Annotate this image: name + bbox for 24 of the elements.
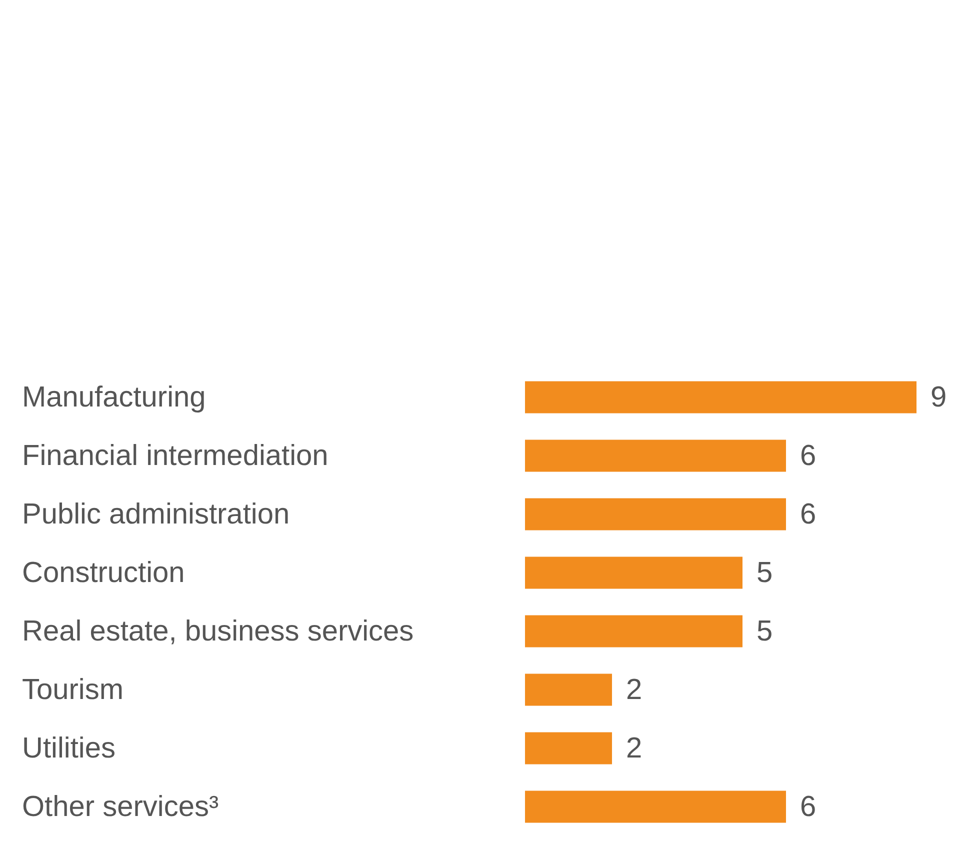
y-tick-label: Public administration [22,498,290,530]
bar [525,556,742,589]
bar [525,615,742,648]
y-tick-label: Tourism [22,674,124,706]
bar [525,790,786,823]
y-tick-label: Other services³ [22,790,219,823]
y-tick-label: Financial intermediation [22,440,328,472]
data-label: 9 [930,381,947,414]
y-tick-label: Real estate, business services [22,615,414,648]
data-label: 2 [626,674,642,706]
bar [525,381,916,414]
data-label: 5 [756,615,773,648]
bar [525,674,612,706]
bar [525,732,612,764]
data-label: 6 [800,790,816,823]
data-label: 5 [756,556,773,589]
y-tick-label: Construction [22,556,185,589]
data-label: 6 [800,440,816,472]
bar [525,440,786,472]
y-tick-label: Manufacturing [22,381,206,414]
bar [525,498,786,530]
data-label: 6 [800,498,816,530]
data-label: 2 [626,732,642,764]
y-tick-label: Utilities [22,732,116,764]
